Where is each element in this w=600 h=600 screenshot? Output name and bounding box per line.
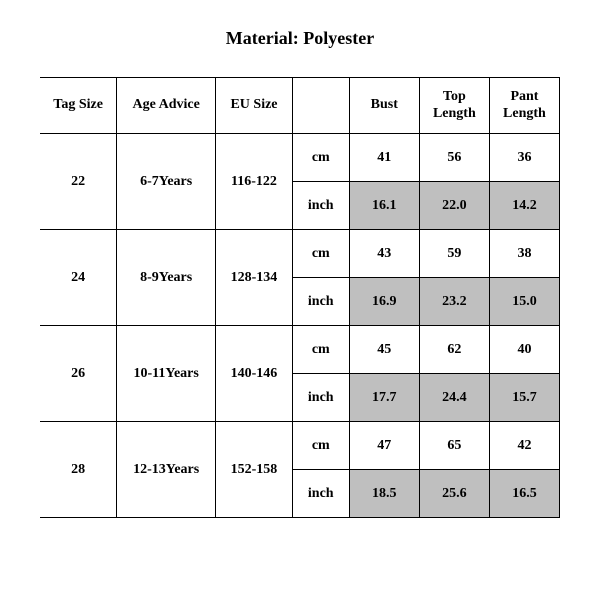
cell-tag-size: 28 — [40, 422, 117, 518]
cell-measure: 40 — [489, 326, 559, 374]
cell-eu-size: 140-146 — [216, 326, 293, 422]
cell-measure: 38 — [489, 230, 559, 278]
cell-measure: 16.5 — [489, 470, 559, 518]
cell-measure: 43 — [349, 230, 419, 278]
table-row: 248-9Years128-134cm435938 — [40, 230, 560, 278]
cell-unit: cm — [292, 422, 349, 470]
cell-measure: 16.9 — [349, 278, 419, 326]
cell-measure: 15.0 — [489, 278, 559, 326]
cell-tag-size: 26 — [40, 326, 117, 422]
col-header-unit — [292, 78, 349, 134]
cell-unit: cm — [292, 134, 349, 182]
cell-measure: 56 — [419, 134, 489, 182]
cell-measure: 59 — [419, 230, 489, 278]
col-header-pant-length: Pant Length — [489, 78, 559, 134]
cell-measure: 25.6 — [419, 470, 489, 518]
col-header-eu-size: EU Size — [216, 78, 293, 134]
cell-unit: cm — [292, 230, 349, 278]
table-row: 2610-11Years140-146cm456240 — [40, 326, 560, 374]
cell-unit: cm — [292, 326, 349, 374]
header-row: Tag Size Age Advice EU Size Bust Top Len… — [40, 78, 560, 134]
cell-measure: 14.2 — [489, 182, 559, 230]
col-header-bust: Bust — [349, 78, 419, 134]
cell-unit: inch — [292, 374, 349, 422]
cell-measure: 65 — [419, 422, 489, 470]
cell-measure: 18.5 — [349, 470, 419, 518]
cell-measure: 62 — [419, 326, 489, 374]
cell-measure: 15.7 — [489, 374, 559, 422]
cell-age-advice: 12-13Years — [117, 422, 216, 518]
cell-measure: 24.4 — [419, 374, 489, 422]
cell-measure: 16.1 — [349, 182, 419, 230]
cell-measure: 23.2 — [419, 278, 489, 326]
cell-measure: 45 — [349, 326, 419, 374]
table-row: 2812-13Years152-158cm476542 — [40, 422, 560, 470]
cell-measure: 22.0 — [419, 182, 489, 230]
cell-measure: 41 — [349, 134, 419, 182]
cell-eu-size: 128-134 — [216, 230, 293, 326]
col-header-age-advice: Age Advice — [117, 78, 216, 134]
cell-tag-size: 24 — [40, 230, 117, 326]
cell-eu-size: 116-122 — [216, 134, 293, 230]
cell-unit: inch — [292, 470, 349, 518]
cell-unit: inch — [292, 278, 349, 326]
size-table: Tag Size Age Advice EU Size Bust Top Len… — [40, 77, 560, 518]
cell-age-advice: 6-7Years — [117, 134, 216, 230]
cell-measure: 17.7 — [349, 374, 419, 422]
cell-tag-size: 22 — [40, 134, 117, 230]
cell-measure: 42 — [489, 422, 559, 470]
cell-measure: 36 — [489, 134, 559, 182]
table-row: 226-7Years116-122cm415636 — [40, 134, 560, 182]
col-header-tag-size: Tag Size — [40, 78, 117, 134]
cell-age-advice: 10-11Years — [117, 326, 216, 422]
cell-age-advice: 8-9Years — [117, 230, 216, 326]
cell-unit: inch — [292, 182, 349, 230]
col-header-top-length: Top Length — [419, 78, 489, 134]
cell-eu-size: 152-158 — [216, 422, 293, 518]
cell-measure: 47 — [349, 422, 419, 470]
page-title: Material: Polyester — [40, 28, 560, 49]
